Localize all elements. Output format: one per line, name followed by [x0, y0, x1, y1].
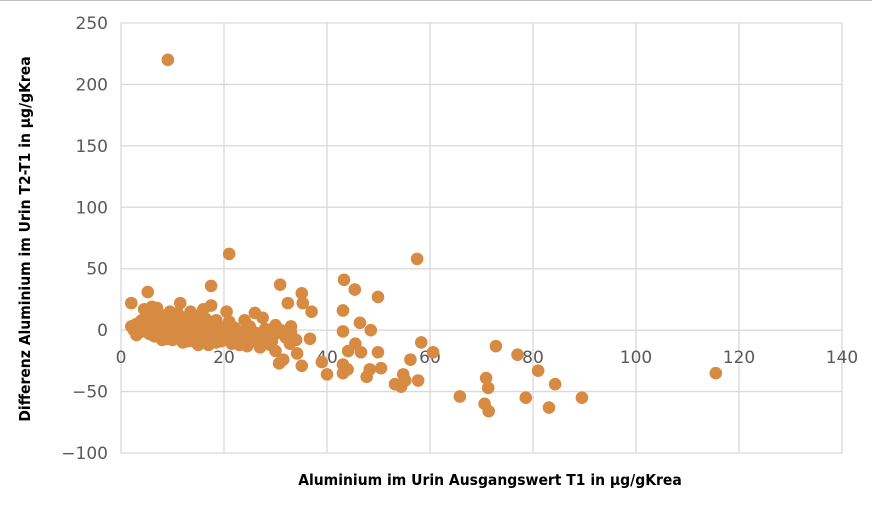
data-point: [204, 299, 218, 312]
data-point: [482, 404, 496, 418]
y-tick-label: 0: [97, 321, 108, 341]
data-point: [315, 355, 329, 369]
data-point: [426, 345, 440, 359]
data-point: [479, 371, 493, 385]
data-point: [709, 366, 723, 380]
data-point: [348, 283, 362, 296]
data-point: [295, 359, 309, 373]
data-point: [575, 391, 589, 405]
data-point: [173, 296, 187, 310]
data-point: [336, 325, 350, 338]
y-tick-label: −50: [72, 383, 108, 403]
gridlines: [120, 22, 843, 454]
data-point: [141, 285, 155, 299]
data-point: [398, 374, 412, 387]
data-point: [374, 361, 388, 375]
y-tick-label: 250: [76, 14, 108, 34]
data-point: [256, 311, 269, 325]
data-point: [414, 336, 428, 349]
data-point: [261, 328, 275, 342]
data-point: [341, 344, 355, 358]
y-axis-label: Differenz Aluminium im Urin T2-T1 in µg/…: [16, 56, 34, 421]
y-tick-label: 50: [86, 260, 108, 280]
y-tick-label: 150: [76, 137, 108, 157]
x-tick-label: 120: [723, 348, 755, 368]
data-point: [202, 338, 215, 352]
data-point: [125, 296, 138, 310]
data-point: [220, 305, 233, 319]
data-point: [145, 300, 159, 314]
data-point: [353, 316, 367, 330]
y-tick-label: −100: [61, 444, 108, 464]
data-point: [320, 368, 334, 381]
data-point: [371, 290, 385, 304]
x-tick-label: 140: [826, 348, 858, 368]
data-point: [225, 337, 239, 350]
data-point: [295, 286, 309, 300]
data-point: [410, 252, 424, 266]
x-axis-label: Aluminium im Urin Ausgangswert T1 in µg/…: [298, 471, 682, 489]
data-point: [531, 364, 545, 377]
data-point: [184, 328, 197, 342]
data-point: [354, 345, 368, 359]
data-point: [171, 306, 184, 320]
data-point: [341, 363, 354, 376]
data-points: [125, 53, 723, 418]
data-point: [305, 305, 318, 319]
data-point: [453, 390, 467, 403]
data-point: [336, 304, 350, 317]
data-point: [273, 278, 287, 291]
data-point: [130, 328, 143, 342]
data-point: [191, 338, 205, 352]
x-tick-label: 0: [116, 348, 127, 368]
y-tick-label: 100: [76, 198, 108, 218]
data-point: [360, 370, 373, 384]
data-point: [215, 334, 228, 348]
data-point: [161, 53, 175, 67]
data-point: [489, 339, 503, 353]
data-point: [272, 357, 286, 370]
data-point: [371, 345, 385, 359]
data-point: [411, 374, 425, 387]
x-tick-label: 100: [620, 348, 652, 368]
data-point: [548, 377, 562, 391]
data-point: [404, 353, 417, 366]
data-point: [204, 279, 218, 293]
data-point: [222, 247, 236, 261]
data-point: [284, 320, 298, 333]
data-point: [281, 296, 295, 310]
data-point: [519, 391, 533, 405]
data-point: [235, 327, 249, 341]
x-tick-label: 80: [522, 348, 544, 368]
data-point: [364, 323, 378, 337]
data-point: [542, 401, 556, 414]
y-tick-label: 200: [76, 75, 108, 95]
x-tick-label: 20: [213, 348, 235, 368]
data-point: [290, 347, 304, 360]
data-point: [296, 296, 310, 310]
data-point: [248, 331, 262, 344]
data-point: [264, 338, 277, 352]
data-point: [511, 348, 524, 362]
data-point: [481, 381, 495, 395]
data-point: [240, 339, 254, 353]
data-point: [337, 273, 351, 287]
data-point: [289, 333, 303, 347]
data-point: [303, 332, 317, 346]
data-point: [253, 341, 267, 354]
data-point: [161, 332, 174, 346]
